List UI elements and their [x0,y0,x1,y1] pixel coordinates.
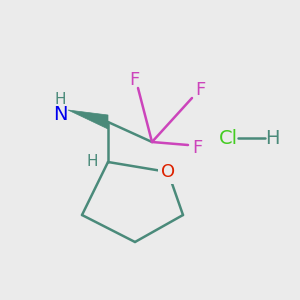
Text: O: O [161,163,175,181]
Text: F: F [129,71,139,89]
Text: N: N [53,104,67,124]
Text: F: F [192,139,202,157]
Polygon shape [68,110,108,129]
Text: F: F [195,81,205,99]
Text: H: H [54,92,66,107]
Text: H: H [86,154,98,169]
Text: H: H [265,128,279,148]
Text: Cl: Cl [218,128,238,148]
